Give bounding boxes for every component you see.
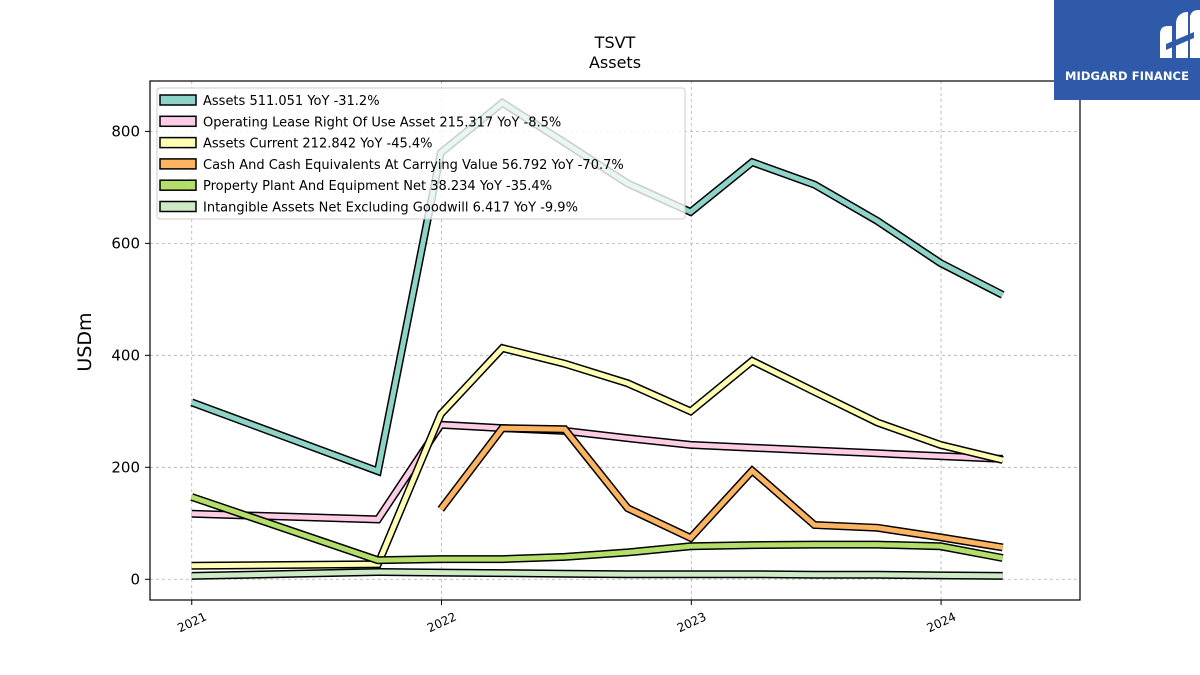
x-tick-label: 2024	[925, 610, 959, 636]
chart-subtitle: Assets	[589, 53, 641, 72]
brand-name: MIDGARD FINANCE	[1064, 69, 1190, 83]
series-4	[190, 493, 1004, 565]
legend-entry: Assets 511.051 YoY -31.2%	[203, 94, 380, 109]
legend-swatch	[159, 158, 197, 170]
y-tick-label: 600	[111, 234, 140, 252]
x-tick-label: 2021	[175, 610, 209, 636]
series-2	[191, 343, 1004, 570]
legend-entry: Cash And Cash Equivalents At Carrying Va…	[203, 158, 624, 173]
series-3	[437, 424, 1004, 552]
legend-frame	[156, 87, 686, 220]
brand-logo: MIDGARD FINANCE	[1054, 0, 1200, 100]
legend: Assets 511.051 YoY -31.2% Operating Lease…	[156, 87, 686, 220]
legend-entry: Operating Lease Right Of Use Asset 215.3…	[203, 115, 561, 130]
series-line	[190, 494, 1004, 563]
y-tick-label: 400	[111, 346, 140, 364]
y-tick-label: 0	[130, 570, 140, 588]
legend-entry: Assets Current 212.842 YoY -45.4%	[203, 137, 433, 152]
series-line	[438, 425, 1004, 550]
legend-entry: Intangible Assets Net Excluding Goodwill…	[203, 201, 578, 216]
y-axis-label: USDm	[74, 312, 96, 371]
series-5	[191, 567, 1003, 580]
legend-swatch	[159, 115, 197, 128]
plot-frame	[149, 80, 1081, 601]
series-line	[191, 569, 1003, 579]
x-tick-label: 2023	[675, 610, 709, 636]
legend-swatch	[159, 94, 197, 106]
legend-swatch	[159, 179, 197, 191]
legend-swatch	[159, 136, 197, 149]
x-tick-label: 2022	[425, 610, 459, 636]
y-tick-label: 200	[111, 458, 140, 476]
y-tick-label: 800	[111, 122, 140, 140]
series-line	[191, 345, 1004, 569]
legend-swatch	[159, 200, 197, 213]
midgard-logo-icon	[1160, 10, 1200, 58]
legend-entry: Property Plant And Equipment Net 38.234 …	[203, 179, 552, 194]
chart-title: TSVT	[594, 33, 636, 52]
